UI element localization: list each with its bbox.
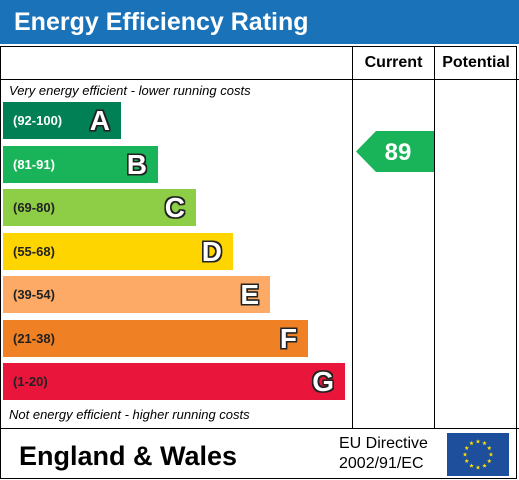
title-bar: Energy Efficiency Rating — [0, 0, 519, 44]
flag-star — [486, 458, 492, 463]
band-d: (55-68) D — [3, 232, 233, 270]
current-column-header: Current — [364, 54, 423, 71]
band-range-label: (55-68) — [13, 243, 55, 259]
directive-line-2: 2002/91/EC — [339, 455, 424, 472]
band-letter: G — [312, 366, 334, 397]
band-e: (39-54) E — [3, 276, 270, 313]
eu-directive: EU Directive 2002/91/EC — [339, 434, 428, 474]
band-range-label: (1-20) — [13, 374, 48, 389]
band-letter: C — [164, 192, 185, 223]
flag-star — [482, 440, 487, 446]
band-a: (92-100) A — [3, 102, 121, 139]
flag-star — [469, 440, 474, 446]
flag-star — [482, 463, 487, 468]
current-rating-value: 89 — [385, 139, 412, 166]
chart-title: Energy Efficiency Rating — [14, 8, 309, 36]
flag-star — [488, 452, 494, 457]
header-row-divider — [0, 79, 519, 80]
directive-line-1: EU Directive — [339, 435, 428, 452]
band-range-label: (81-91) — [13, 156, 55, 172]
eu-flag-icon — [447, 433, 509, 476]
potential-column-header: Potential — [442, 54, 510, 71]
bottom-note: Not energy efficient - higher running co… — [9, 407, 250, 422]
band-range-label: (92-100) — [13, 113, 63, 128]
band-letter: D — [201, 235, 222, 267]
current-rating-arrow-shape — [356, 131, 434, 172]
current-rating-arrow: 89 — [356, 131, 434, 172]
band-letter: B — [126, 148, 147, 180]
flag-star — [464, 445, 470, 450]
potential-column-divider — [434, 46, 435, 429]
band-letter: E — [240, 279, 259, 310]
band-range-label: (69-80) — [13, 200, 55, 215]
band-c: (69-80) C — [3, 189, 196, 226]
chart-frame — [0, 46, 517, 479]
flag-star — [486, 445, 492, 450]
flag-star — [464, 458, 470, 463]
band-letter: A — [89, 105, 110, 136]
band-letter: F — [279, 322, 297, 354]
flag-star — [475, 439, 481, 444]
band-b: (81-91) B — [3, 145, 158, 183]
flag-star — [469, 463, 474, 468]
flag-star — [462, 452, 468, 457]
current-column-divider — [352, 46, 353, 429]
footer-divider — [0, 428, 519, 429]
band-f: (21-38) F — [3, 319, 308, 357]
top-note: Very energy efficient - lower running co… — [9, 83, 251, 98]
band-g: (1-20) G — [3, 363, 345, 400]
country-label: England & Wales — [19, 441, 238, 471]
flag-star — [475, 465, 481, 470]
band-range-label: (21-38) — [13, 330, 55, 346]
band-range-label: (39-54) — [13, 287, 55, 302]
